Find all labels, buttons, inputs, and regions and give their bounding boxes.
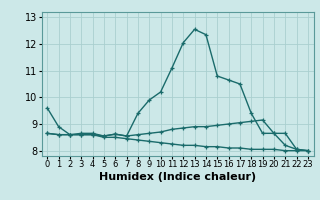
X-axis label: Humidex (Indice chaleur): Humidex (Indice chaleur): [99, 172, 256, 182]
